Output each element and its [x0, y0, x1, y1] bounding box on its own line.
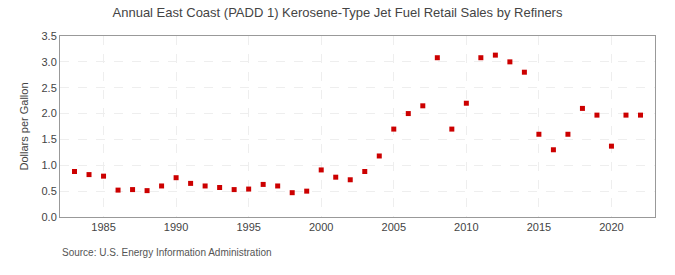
- svg-text:3.0: 3.0: [42, 56, 57, 68]
- svg-text:1995: 1995: [236, 221, 260, 233]
- svg-text:1.5: 1.5: [42, 133, 57, 145]
- svg-text:2.5: 2.5: [42, 82, 57, 94]
- svg-text:Source: U.S. Energy Informatio: Source: U.S. Energy Information Administ…: [62, 247, 272, 258]
- svg-text:1.0: 1.0: [42, 159, 57, 171]
- svg-text:1985: 1985: [91, 221, 115, 233]
- svg-text:0.0: 0.0: [42, 211, 57, 223]
- svg-text:1990: 1990: [164, 221, 188, 233]
- svg-text:2015: 2015: [527, 221, 551, 233]
- svg-text:2005: 2005: [382, 221, 406, 233]
- svg-text:Dollars per Gallon: Dollars per Gallon: [18, 82, 30, 170]
- svg-text:2000: 2000: [309, 221, 333, 233]
- svg-text:2.0: 2.0: [42, 107, 57, 119]
- svg-text:3.5: 3.5: [42, 30, 57, 42]
- svg-text:2010: 2010: [454, 221, 478, 233]
- svg-text:0.5: 0.5: [42, 185, 57, 197]
- svg-text:Annual East Coast (PADD 1) Ker: Annual East Coast (PADD 1) Kerosene-Type…: [113, 5, 563, 20]
- svg-text:2020: 2020: [599, 221, 623, 233]
